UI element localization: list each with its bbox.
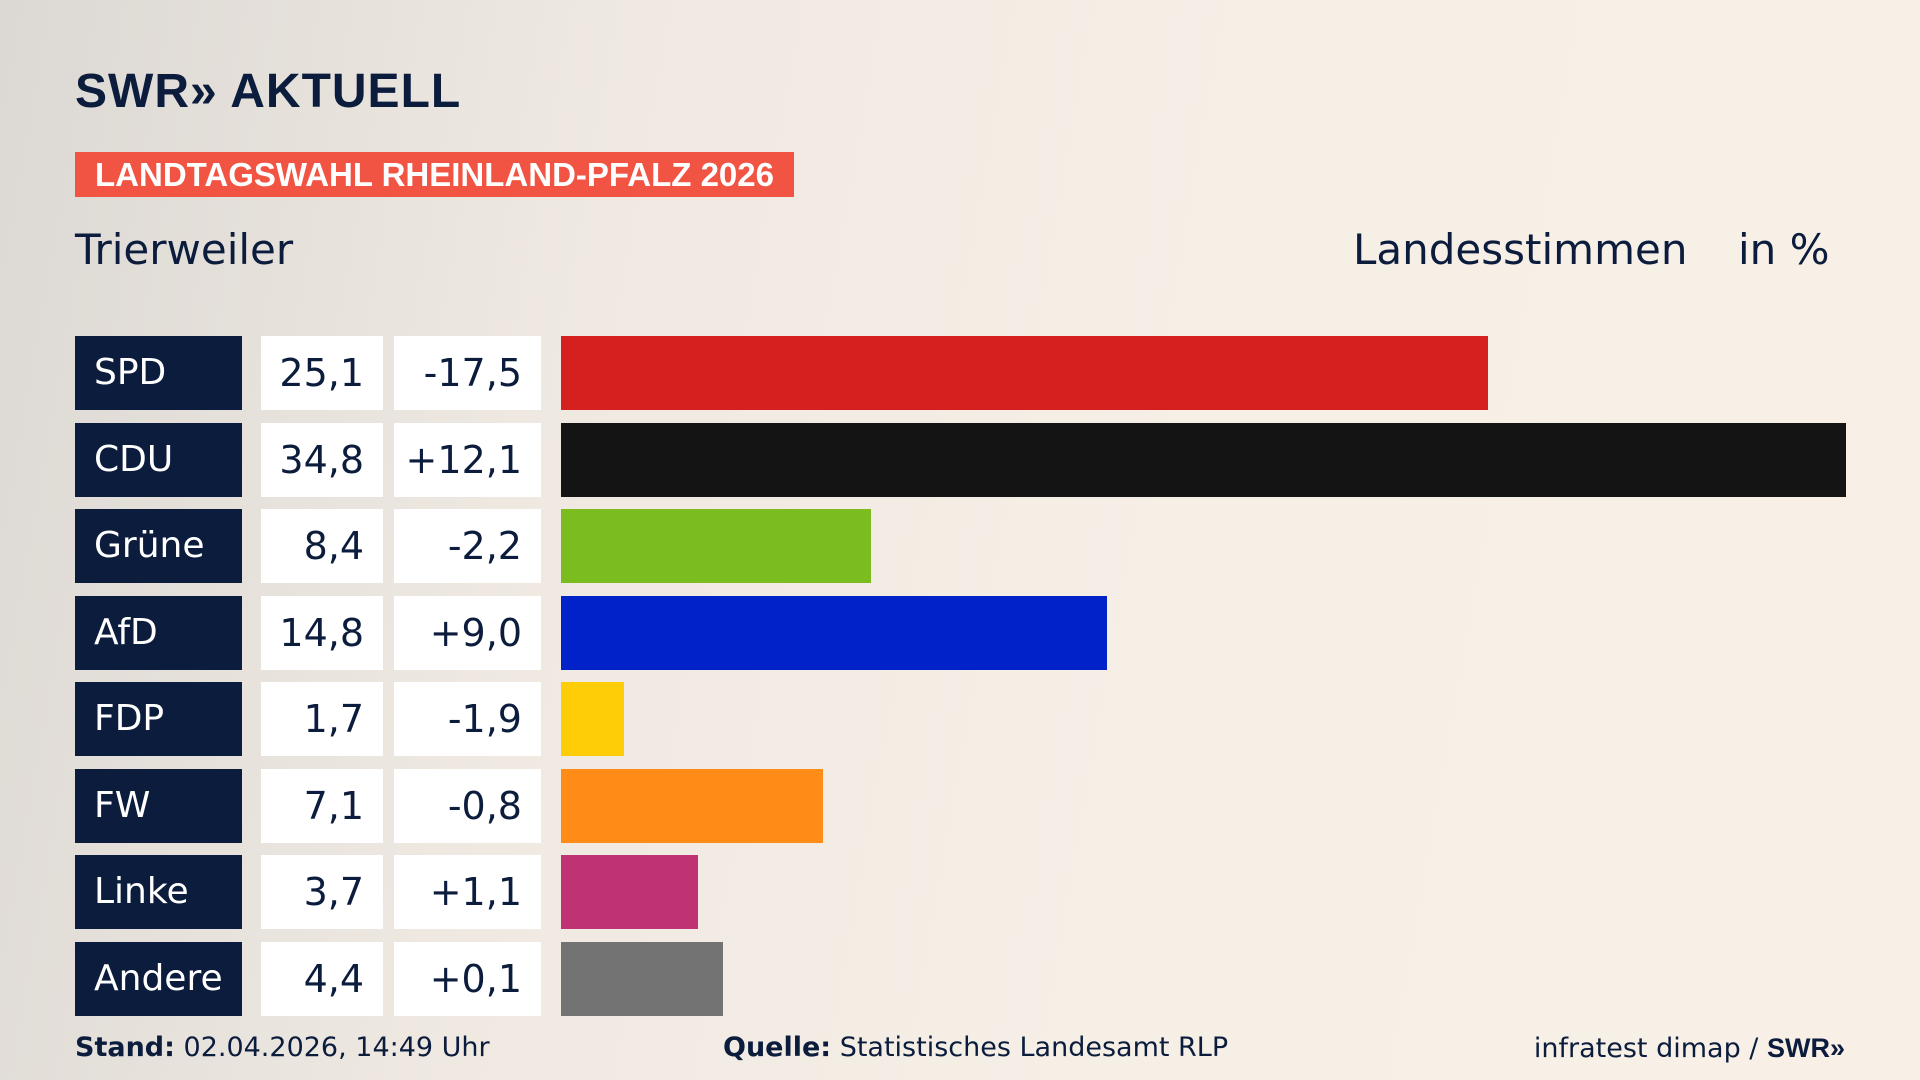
party-label: FW	[75, 768, 242, 843]
credit: infratest dimap / SWR»	[1534, 1030, 1845, 1067]
chart-row: Grüne 8,4 -2,2	[75, 509, 1845, 583]
change-label: +0,1	[394, 941, 541, 1016]
party-label: AfD	[75, 595, 242, 670]
chart-row: Linke 3,7 +1,1	[75, 855, 1845, 929]
vote-share-label: 14,8	[261, 595, 383, 670]
result-bar	[561, 682, 624, 756]
result-bar	[561, 422, 1846, 497]
vote-share-label: 8,4	[261, 509, 383, 583]
chart-row: FW 7,1 -0,8	[75, 768, 1845, 843]
vote-share-label: 3,7	[261, 855, 383, 929]
change-label: -1,9	[394, 682, 541, 756]
result-bar	[561, 855, 698, 929]
chart-row: CDU 34,8 +12,1	[75, 422, 1846, 497]
vote-share-label: 1,7	[261, 682, 383, 756]
chart-row: AfD 14,8 +9,0	[75, 595, 1845, 670]
chart-row: FDP 1,7 -1,9	[75, 682, 1845, 756]
change-label: +9,0	[394, 595, 541, 670]
measure-label: Landesstimmen	[1353, 225, 1688, 274]
chart-row: SPD 25,1 -17,5	[75, 336, 1845, 410]
vote-share-label: 4,4	[261, 941, 383, 1016]
party-label: SPD	[75, 336, 242, 410]
change-label: -17,5	[394, 336, 541, 410]
swr-aktuell-logo: SWR» AKTUELL	[75, 65, 462, 118]
party-label: CDU	[75, 422, 242, 497]
party-label: Andere	[75, 941, 242, 1016]
change-label: -2,2	[394, 509, 541, 583]
change-label: +12,1	[394, 422, 541, 497]
chart-row: Andere 4,4 +0,1	[75, 941, 1845, 1016]
credit-text: infratest dimap /	[1533, 1033, 1767, 1064]
change-label: -0,8	[394, 768, 541, 843]
party-label: Linke	[75, 855, 242, 929]
source: Quelle: Statistisches Landesamt RLP	[723, 1030, 1228, 1066]
election-kicker: LANDTAGSWAHL RHEINLAND-PFALZ 2026	[75, 152, 794, 197]
vote-share-label: 34,8	[261, 422, 383, 497]
result-bar	[561, 941, 724, 1016]
timestamp: Stand: 02.04.2026, 14:49 Uhr	[75, 1030, 490, 1066]
change-label: +1,1	[394, 855, 541, 929]
stand-value: 02.04.2026, 14:49 Uhr	[183, 1032, 490, 1063]
source-label: Quelle:	[723, 1032, 832, 1063]
result-bar	[561, 768, 824, 843]
result-bar	[561, 595, 1108, 670]
vote-share-label: 25,1	[261, 336, 383, 410]
result-bar	[561, 336, 1488, 410]
stand-label: Stand:	[75, 1032, 175, 1063]
result-bar	[561, 509, 872, 583]
vote-share-label: 7,1	[261, 768, 383, 843]
party-label: FDP	[75, 682, 242, 756]
region-title: Trierweiler	[75, 225, 294, 274]
swr-small-logo: SWR»	[1766, 1033, 1845, 1063]
unit-label: in %	[1738, 225, 1830, 274]
source-value: Statistisches Landesamt RLP	[839, 1032, 1229, 1063]
party-label: Grüne	[75, 509, 242, 583]
